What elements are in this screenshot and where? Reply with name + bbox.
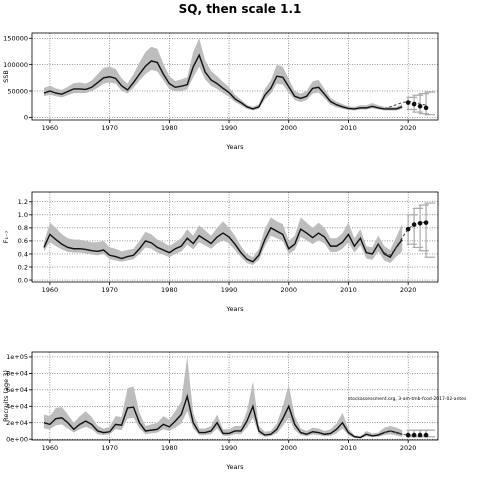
- projection-point: [405, 432, 411, 438]
- x-tick-label: 2000: [280, 124, 297, 132]
- y-tick-label: 4e+04: [6, 403, 28, 411]
- y-tick-label: 6e+04: [6, 386, 28, 394]
- y-axis-label: Recruits (age 3): [2, 370, 10, 422]
- x-tick-label: 2000: [280, 286, 297, 294]
- figure-title: SQ, then scale 1.1: [179, 2, 302, 16]
- y-tick-label: 1.0: [18, 211, 28, 219]
- x-tick-label: 2000: [280, 444, 297, 452]
- x-tick-label: 1980: [161, 124, 178, 132]
- x-tick-label: 2010: [340, 124, 357, 132]
- x-axis-label: Years: [225, 463, 244, 471]
- projection-point: [405, 226, 411, 232]
- plot-frame: [31, 32, 439, 121]
- x-tick-label: 1990: [221, 444, 238, 452]
- confidence-band: [43, 217, 403, 266]
- panel-fishing-mortality: 1960 1970 1980 1990 2000 2010 2020 0.0 0.2 0.4 0.6…: [2, 191, 439, 313]
- y-axis-label: F₁₋₇: [2, 230, 10, 243]
- plot-frame: [31, 191, 439, 283]
- median-line: [43, 53, 403, 110]
- projection-point: [423, 105, 429, 111]
- median-line: [43, 393, 403, 439]
- y-tick-label: 0e+00: [6, 435, 28, 443]
- x-tick-label: 1970: [101, 124, 118, 132]
- x-axis-label: Years: [225, 143, 244, 151]
- panel-ssb: 1960 1970 1980 1990 2000 2010 2020 0 50000 100000…: [2, 32, 439, 151]
- projection-point: [423, 432, 429, 438]
- projection-point: [411, 101, 417, 107]
- y-tick-label: 1.2: [18, 198, 28, 206]
- x-tick-label: 2020: [400, 124, 417, 132]
- x-tick-label: 2020: [400, 444, 417, 452]
- plot-frame: [31, 351, 439, 441]
- x-tick-label: 1970: [101, 444, 118, 452]
- x-tick-label: 2010: [340, 444, 357, 452]
- x-tick-label: 1990: [221, 286, 238, 294]
- projection-point: [417, 221, 423, 226]
- y-tick-label: 0.8: [18, 224, 28, 232]
- x-tick-label: 1960: [42, 124, 59, 132]
- y-tick-label: 0: [24, 114, 28, 122]
- y-axis-label: SSB: [2, 70, 10, 83]
- y-tick-label: 1e+05: [6, 353, 28, 361]
- confidence-band: [43, 38, 403, 111]
- y-tick-label: 8e+04: [6, 370, 28, 378]
- projection-point: [417, 103, 423, 109]
- y-tick-label: 2e+04: [6, 419, 28, 427]
- y-tick-label: 50000: [7, 87, 28, 95]
- panel-recruits: 1960 1970 1980 1990 2000 2010 2020 0e+00 2e+04 4e…: [2, 351, 467, 471]
- y-tick-label: 0.4: [18, 250, 28, 258]
- projection-point: [411, 432, 417, 438]
- x-tick-label: 1990: [221, 124, 238, 132]
- x-tick-label: 1960: [42, 444, 59, 452]
- x-tick-label: 2020: [400, 286, 417, 294]
- projection-point: [423, 220, 429, 225]
- y-tick-label: 100000: [3, 61, 28, 69]
- x-tick-label: 1960: [42, 286, 59, 294]
- x-tick-label: 1980: [161, 444, 178, 452]
- source-annotation: stockassessment.org, 3-am-tmb-fcod-2017-…: [348, 396, 467, 402]
- y-tick-label: 0.6: [18, 237, 28, 245]
- x-tick-label: 1980: [161, 286, 178, 294]
- projection-point: [405, 100, 411, 105]
- y-tick-label: 0.0: [18, 276, 28, 284]
- median-line: [43, 226, 403, 263]
- y-tick-label: 150000: [3, 35, 28, 43]
- projection-point: [411, 222, 417, 227]
- y-tick-label: 0.2: [18, 263, 28, 271]
- x-tick-label: 2010: [340, 286, 357, 294]
- x-tick-label: 1970: [101, 286, 118, 294]
- projection-point: [417, 432, 423, 438]
- x-axis-label: Years: [225, 305, 244, 313]
- dashed-line: [384, 101, 427, 110]
